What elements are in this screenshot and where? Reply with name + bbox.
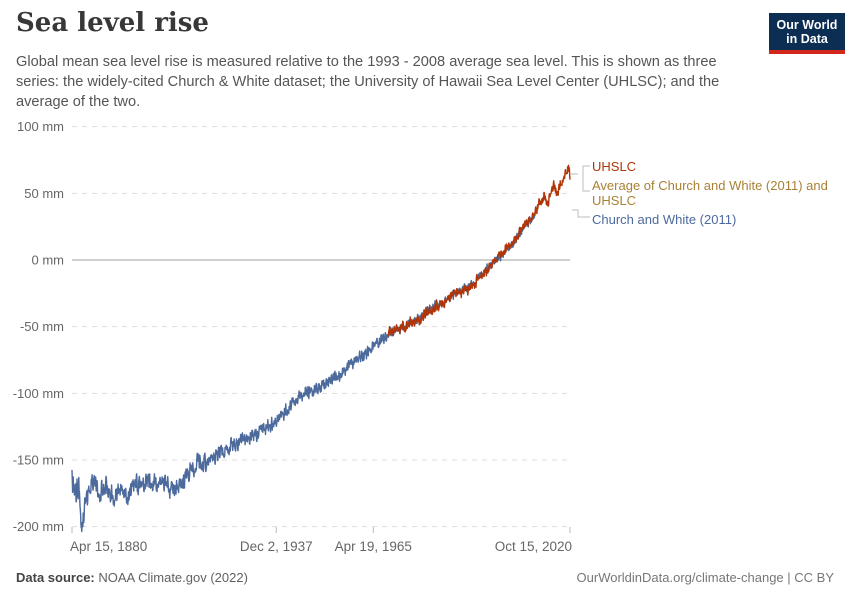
y-axis-tick-label: -200 mm xyxy=(13,519,64,534)
x-axis-tick-label: Apr 15, 1880 xyxy=(70,539,147,554)
series-line-uhslc[interactable] xyxy=(387,164,571,337)
owid-logo-line1: Our World xyxy=(776,18,838,32)
owid-logo[interactable]: Our World in Data xyxy=(769,13,845,54)
data-source-text: NOAA Climate.gov (2022) xyxy=(94,570,248,585)
page-title: Sea level rise xyxy=(16,8,209,38)
data-source: Data source: NOAA Climate.gov (2022) xyxy=(16,570,248,585)
x-axis-tick-label: Dec 2, 1937 xyxy=(240,539,313,554)
series-line-church-and-white[interactable] xyxy=(71,209,537,533)
y-axis-tick-label: -50 mm xyxy=(20,319,64,334)
legend-connector-bracket xyxy=(582,165,590,192)
y-axis-tick-label: 50 mm xyxy=(24,186,64,201)
legend-item-church-white[interactable]: Church and White (2011) xyxy=(592,212,737,227)
y-axis-tick-label: -150 mm xyxy=(13,452,64,467)
x-axis-tick-label: Oct 15, 2020 xyxy=(495,539,572,554)
owid-logo-line2: in Data xyxy=(786,32,828,46)
owid-logo-stripe xyxy=(769,50,845,54)
legend-item-uhslc[interactable]: UHSLC xyxy=(592,159,637,174)
y-axis-tick-label: 100 mm xyxy=(17,119,64,134)
legend-item-average[interactable]: Average of Church and White (2011) and U… xyxy=(592,178,828,208)
y-axis-tick-label: -100 mm xyxy=(13,386,64,401)
x-axis-tick-label: Apr 19, 1965 xyxy=(335,539,412,554)
y-axis-tick-label: 0 mm xyxy=(32,253,65,268)
chart-footer: Data source: NOAA Climate.gov (2022) Our… xyxy=(0,570,850,588)
chart-legend: UHSLC Average of Church and White (2011)… xyxy=(592,159,838,231)
data-source-label: Data source: xyxy=(16,570,95,585)
credit-link[interactable]: OurWorldinData.org/climate-change | CC B… xyxy=(576,570,834,585)
legend-connector-church-white xyxy=(572,209,590,218)
chart-subtitle: Global mean sea level rise is measured r… xyxy=(16,54,720,111)
